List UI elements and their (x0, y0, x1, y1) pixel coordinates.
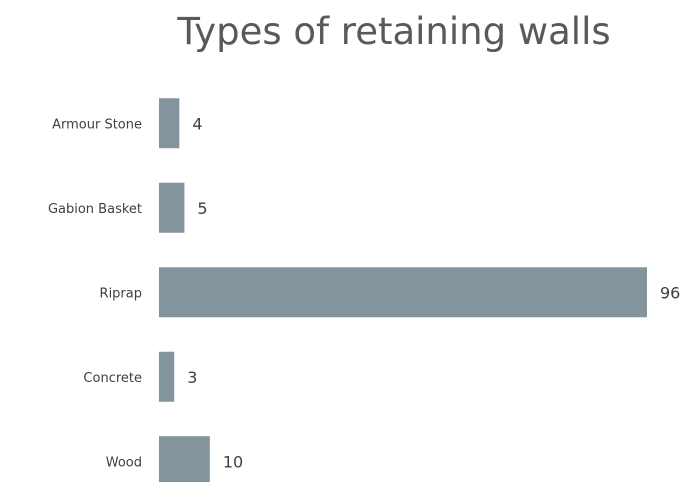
data-labels-group: 4 5 96 3 10 (187, 114, 680, 471)
category-label: Riprap (100, 286, 142, 301)
bars-group (159, 98, 647, 486)
category-label: Concrete (83, 371, 142, 386)
category-labels-group: Armour Stone Gabion Basket Riprap Concrete W… (48, 117, 142, 470)
bar-riprap (159, 267, 647, 318)
category-label: Gabion Basket (48, 202, 142, 217)
bar-concrete (159, 351, 175, 402)
data-label: 3 (187, 368, 197, 387)
category-label: Wood (106, 455, 142, 470)
data-label: 5 (197, 199, 207, 218)
bar-armour-stone (159, 98, 180, 149)
data-label: 96 (660, 283, 680, 302)
bar-wood (159, 436, 210, 486)
category-label: Armour Stone (52, 117, 142, 132)
data-label: 4 (192, 114, 202, 133)
chart-title: Types of retaining walls (176, 10, 610, 53)
bar-gabion-basket (159, 182, 185, 233)
data-label: 10 (223, 452, 243, 471)
